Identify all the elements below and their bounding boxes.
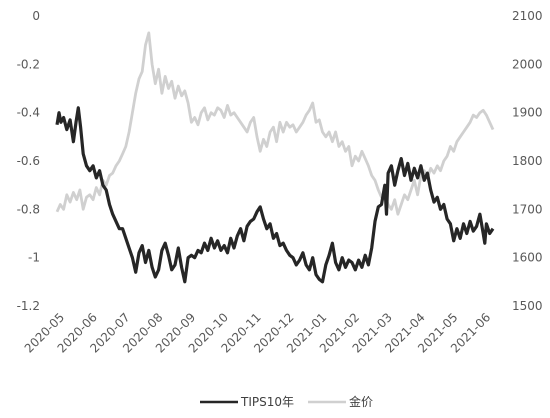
right-tick-label: 1700 xyxy=(512,202,543,216)
right-tick-label: 1500 xyxy=(512,299,543,313)
left-tick-label: -0.2 xyxy=(17,57,40,71)
legend-label-gold: 金价 xyxy=(349,394,373,409)
series-line-tips xyxy=(55,106,495,284)
right-tick-label: 1800 xyxy=(512,154,543,168)
left-tick-label: -1.2 xyxy=(17,299,40,313)
series-layer xyxy=(55,31,495,284)
legend: TIPS10年 金价 xyxy=(200,394,373,409)
left-tick-label: -0.4 xyxy=(17,106,40,120)
left-tick-label: -0.8 xyxy=(17,202,40,216)
right-tick-label: 1900 xyxy=(512,106,543,120)
series-line-gold xyxy=(55,31,495,216)
right-tick-label: 2100 xyxy=(512,9,543,23)
x-axis-ticks: 2020-052020-062020-072020-082020-092020-… xyxy=(22,310,494,355)
legend-label-tips: TIPS10年 xyxy=(240,395,294,409)
left-axis-ticks: 0 -0.2 -0.4 -0.6 -0.8 -1 -1.2 xyxy=(17,9,40,313)
right-tick-label: 2000 xyxy=(512,57,543,71)
left-tick-label: -0.6 xyxy=(17,154,40,168)
left-tick-label: 0 xyxy=(32,9,40,23)
left-tick-label: -1 xyxy=(28,251,40,265)
right-axis-ticks: 2100 2000 1900 1800 1700 1600 1500 xyxy=(512,9,543,313)
right-tick-label: 1600 xyxy=(512,251,543,265)
